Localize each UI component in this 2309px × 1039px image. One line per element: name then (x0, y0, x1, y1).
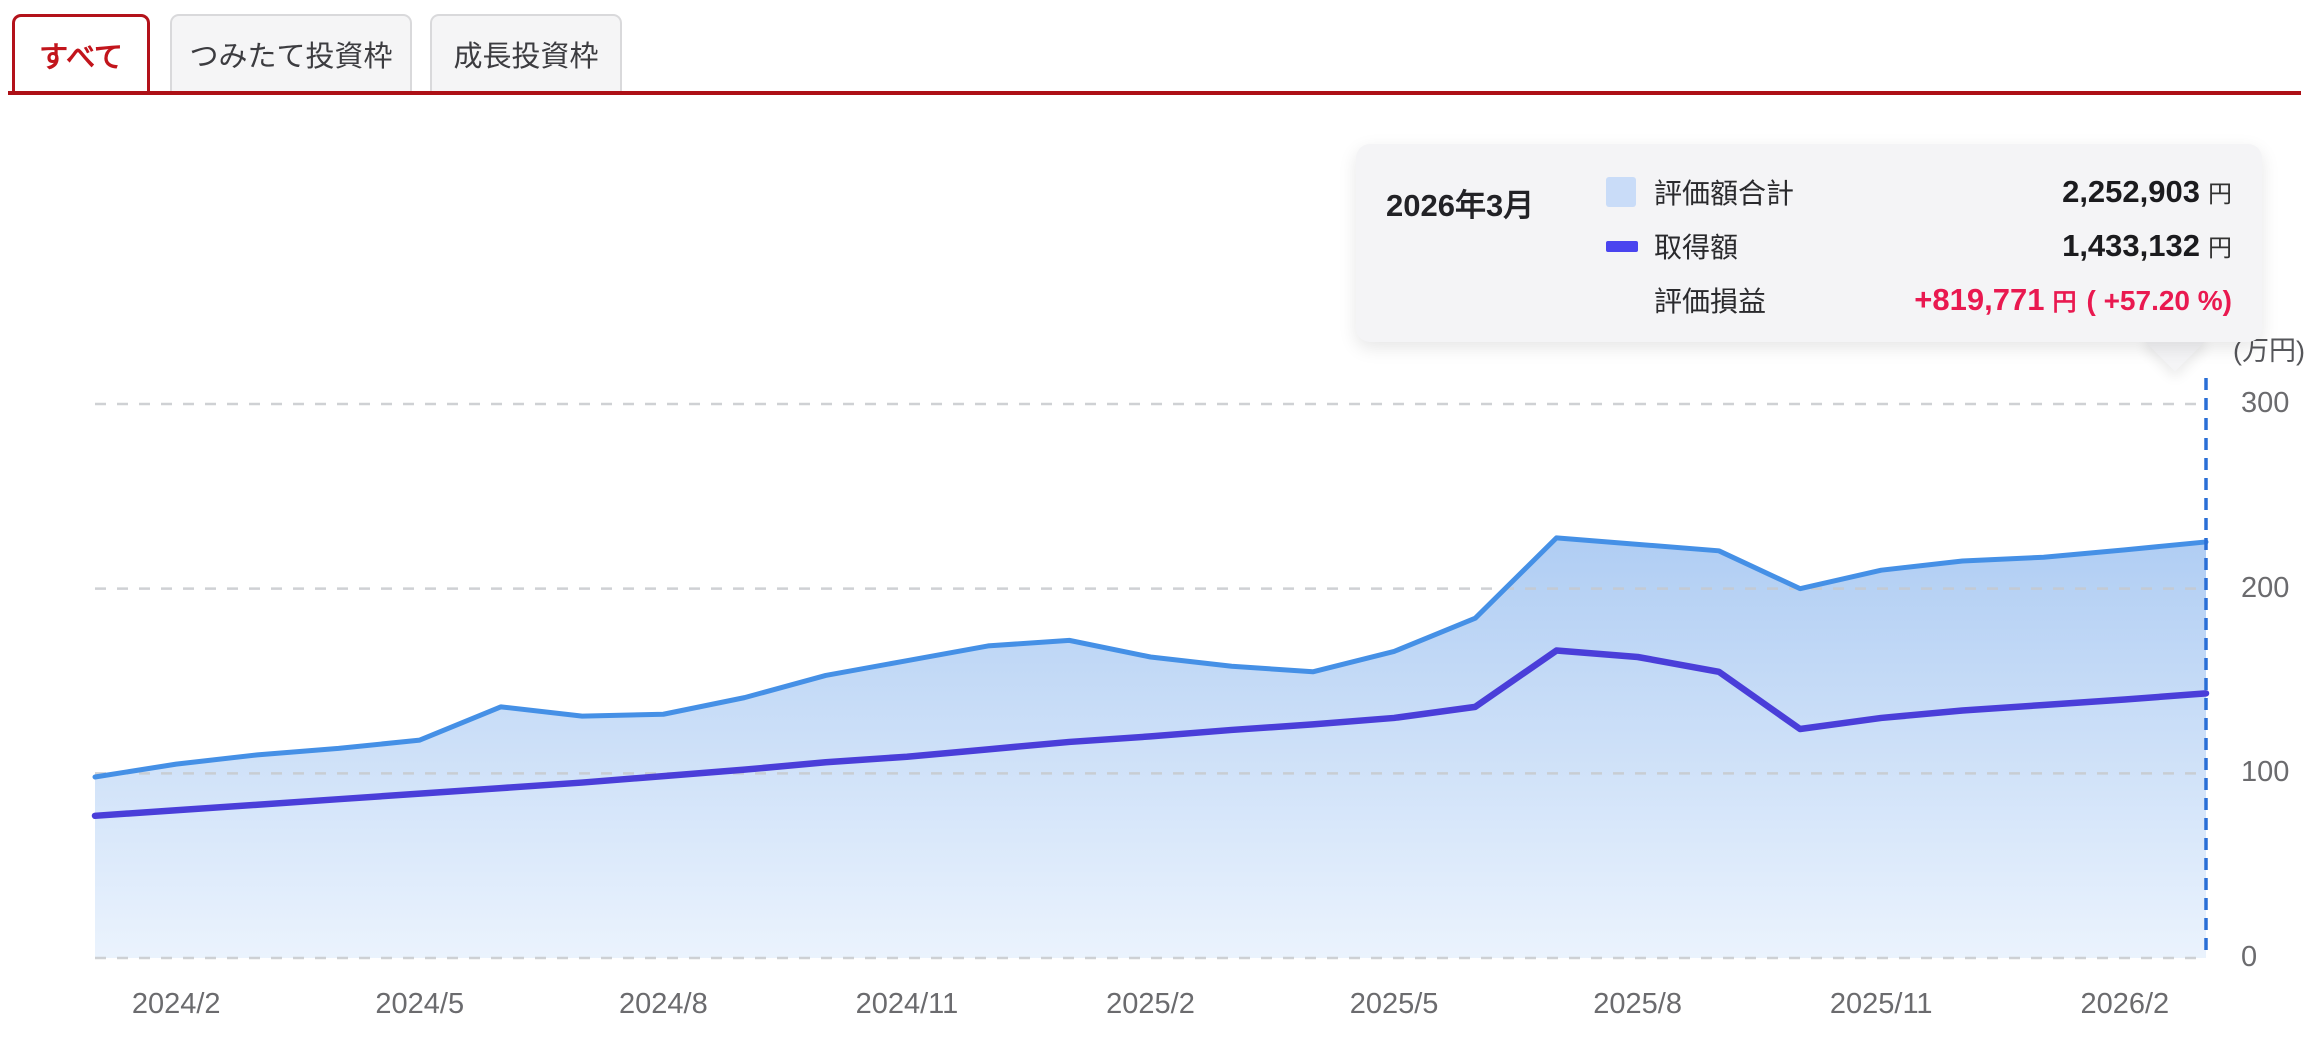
tab-all[interactable]: すべて (12, 14, 150, 92)
valuation-total-area-swatch-icon (1606, 177, 1636, 207)
tooltip-date: 2026年3月 (1386, 188, 1535, 223)
tab-tsumitate-frame[interactable]: つみたて投資枠 (170, 14, 412, 92)
tooltip-row-profit-loss: 評価損益 +819,771 円( +57.20 %) (1606, 274, 2232, 326)
chart-tooltip: 2026年3月 評価額合計 2,252,903 円 取得額 1,433,132 円 … (1356, 144, 2262, 342)
profit-loss-value: +819,771 円( +57.20 %) (1914, 282, 2232, 317)
tooltip-row-acquisition: 取得額 1,433,132 円 (1606, 220, 2232, 272)
acquisition-line-swatch-icon (1606, 240, 1638, 252)
valuation-total-value: 2,252,903 円 (2062, 174, 2232, 209)
tab-bar: すべて つみたて投資枠 成長投資枠 (0, 0, 2309, 96)
profit-loss-label: 評価損益 (1654, 286, 1767, 317)
valuation-total-label: 評価額合計 (1654, 178, 1795, 209)
valuation-total-unit: 円 (2208, 181, 2232, 208)
acquisition-value: 1,433,132 円 (2062, 228, 2232, 263)
profit-loss-percent: ( +57.20 %) (2086, 285, 2232, 316)
profit-loss-unit: 円 (2052, 289, 2077, 316)
tooltip-row-valuation-total: 評価額合計 2,252,903 円 (1606, 166, 2232, 218)
acquisition-label: 取得額 (1654, 232, 1739, 263)
acquisition-unit: 円 (2208, 235, 2232, 262)
tab-growth-frame[interactable]: 成長投資枠 (430, 14, 622, 92)
tab-bar-underline (8, 91, 2301, 95)
